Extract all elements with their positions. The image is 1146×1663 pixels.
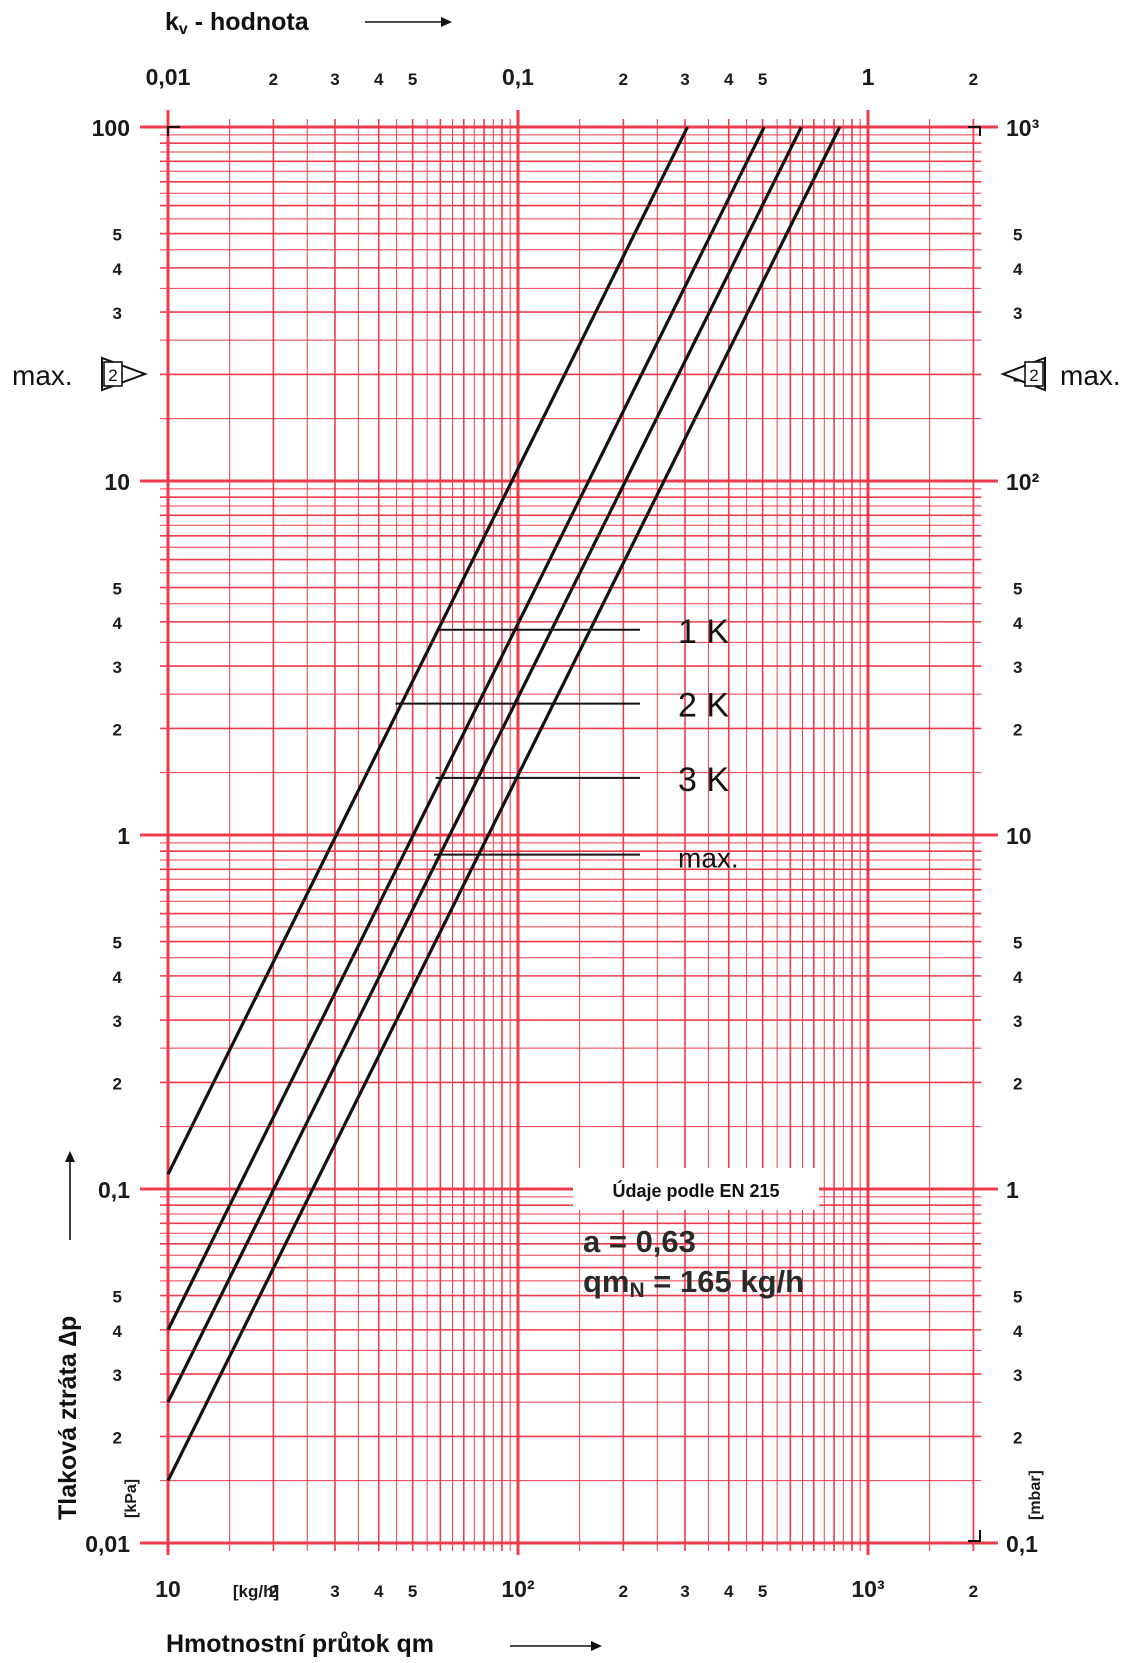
y-right-minor-label: 4: [1013, 968, 1023, 987]
y-left-minor-label: 5: [113, 1288, 122, 1307]
top-axis-title: kv - hodnota: [165, 8, 310, 38]
max-label-right: max.: [1060, 360, 1121, 391]
y-left-decade-label: 0,01: [85, 1531, 130, 1557]
y-left-minor-label: 3: [113, 658, 122, 677]
y-right-minor-label: 3: [1013, 1366, 1022, 1385]
x-top-minor-label: 3: [680, 70, 689, 89]
y-left-minor-label: 3: [113, 304, 122, 323]
y-right-minor-label: 2: [1013, 1428, 1022, 1447]
x-top-minor-label: 2: [969, 70, 978, 89]
y-left-minor-label: 4: [113, 260, 123, 279]
y-right-decade-label: 1: [1006, 1177, 1019, 1203]
y-left-minor-label: 2: [113, 720, 122, 739]
x-bottom-minor-label: 4: [374, 1582, 384, 1601]
y-left-minor-label: 5: [113, 934, 122, 953]
curves: 1 K 2 K 3 K max.: [166, 126, 842, 1482]
y-right-minor-label: 3: [1013, 1012, 1022, 1031]
x-top-minor-label: 2: [619, 70, 628, 89]
y-right-decade-label: 10²: [1006, 469, 1040, 495]
x-top-decade-label: 0,1: [502, 64, 534, 90]
corner-marks: [167, 126, 981, 1542]
series-line-1: [166, 126, 689, 1176]
info-box: Údaje podle EN 215 a = 0,63 qmN = 165 kg…: [573, 1168, 819, 1302]
left-axis-arrow: [65, 1151, 75, 1240]
max-marker-right: 2 max.: [1000, 356, 1121, 392]
y-left-minor-label: 2: [113, 1074, 122, 1093]
max-label-left: max.: [12, 360, 73, 391]
tick-labels: 10 2 3 4 5 10² 2 3 4 5 10³ 2[kg/h]0,01 2 3 4 5 0,1 2 3 4 5 1 2…: [85, 64, 1039, 1602]
y-right-decade-label: 10³: [1006, 115, 1040, 141]
y-left-minor-label: 5: [113, 580, 122, 599]
x-bottom-minor-label: 3: [330, 1582, 339, 1601]
y-right-minor-label: 2: [1013, 1074, 1022, 1093]
y-right-decade-label: 0,1: [1006, 1531, 1038, 1557]
annotation-a: a = 0,63: [583, 1224, 696, 1259]
x-top-minor-label: 5: [408, 70, 417, 89]
x-bottom-decade-label: 10³: [851, 1576, 885, 1602]
max-symbol-left: 2: [108, 366, 117, 385]
y-left-minor-label: 5: [113, 226, 122, 245]
top-axis-arrow: [365, 17, 452, 27]
right-unit-label: [mbar]: [1027, 1470, 1044, 1520]
left-unit-label: [kPa]: [123, 1479, 140, 1518]
y-right-minor-label: 5: [1013, 934, 1022, 953]
y-right-minor-label: 4: [1013, 260, 1023, 279]
grid: [140, 110, 998, 1555]
series-line-2: [166, 126, 766, 1331]
bottom-axis-title: Hmotnostní průtok qm: [166, 1630, 434, 1658]
y-right-minor-label: 3: [1013, 304, 1022, 323]
y-left-minor-label: 4: [113, 1322, 123, 1341]
y-left-decade-label: 10: [104, 469, 130, 495]
y-left-decade-label: 1: [117, 823, 130, 849]
x-top-decade-label: 1: [862, 64, 875, 90]
y-right-minor-label: 4: [1013, 614, 1023, 633]
y-right-minor-label: 3: [1013, 658, 1022, 677]
x-bottom-minor-label: 5: [758, 1582, 767, 1601]
y-left-minor-label: 4: [113, 968, 123, 987]
info-box-title: Údaje podle EN 215: [612, 1180, 779, 1201]
y-right-minor-label: 5: [1013, 226, 1022, 245]
x-top-minor-label: 4: [374, 70, 384, 89]
x-top-minor-label: 3: [330, 70, 339, 89]
info-box-bg: [573, 1168, 819, 1210]
y-right-minor-label: 5: [1013, 580, 1022, 599]
x-top-minor-label: 5: [758, 70, 767, 89]
y-right-minor-label: 5: [1013, 1288, 1022, 1307]
x-top-minor-label: 4: [724, 70, 734, 89]
x-bottom-unit-label: [kg/h]: [233, 1582, 279, 1601]
y-right-decade-label: 10: [1006, 823, 1032, 849]
x-bottom-minor-label: 4: [724, 1582, 734, 1601]
y-left-minor-label: 3: [113, 1366, 122, 1385]
series-label-2: 2 K: [678, 687, 729, 725]
max-symbol-right: 2: [1029, 366, 1038, 385]
x-top-decade-label: 0,01: [146, 64, 191, 90]
y-left-minor-label: 2: [113, 1428, 122, 1447]
x-top-minor-label: 2: [269, 70, 278, 89]
x-bottom-minor-label: 2: [619, 1582, 628, 1601]
series-line-4: [166, 126, 842, 1482]
max-marker-left: max. 2: [12, 356, 148, 392]
bottom-axis-arrow: [510, 1641, 602, 1651]
x-bottom-minor-label: 5: [408, 1582, 417, 1601]
y-left-minor-label: 4: [113, 614, 123, 633]
series-label-1: 1 K: [678, 613, 729, 651]
x-bottom-minor-label: 3: [680, 1582, 689, 1601]
left-axis-title: Tlaková ztráta ∆p: [54, 1316, 82, 1520]
y-left-decade-label: 100: [92, 115, 130, 141]
y-right-minor-label: 2: [1013, 720, 1022, 739]
series-label-3: 3 K: [678, 761, 729, 799]
x-bottom-decade-label: 10: [155, 1576, 181, 1602]
y-left-minor-label: 3: [113, 1012, 122, 1031]
x-bottom-decade-label: 10²: [501, 1576, 535, 1602]
y-right-minor-label: 4: [1013, 1322, 1023, 1341]
x-bottom-minor-label: 2: [969, 1582, 978, 1601]
series-line-3: [166, 126, 803, 1403]
y-left-decade-label: 0,1: [98, 1177, 130, 1203]
x-bottom-minor-label: 2: [269, 1582, 278, 1601]
annotation-qm: qmN = 165 kg/h: [583, 1264, 804, 1302]
series-label-4: max.: [678, 843, 739, 874]
